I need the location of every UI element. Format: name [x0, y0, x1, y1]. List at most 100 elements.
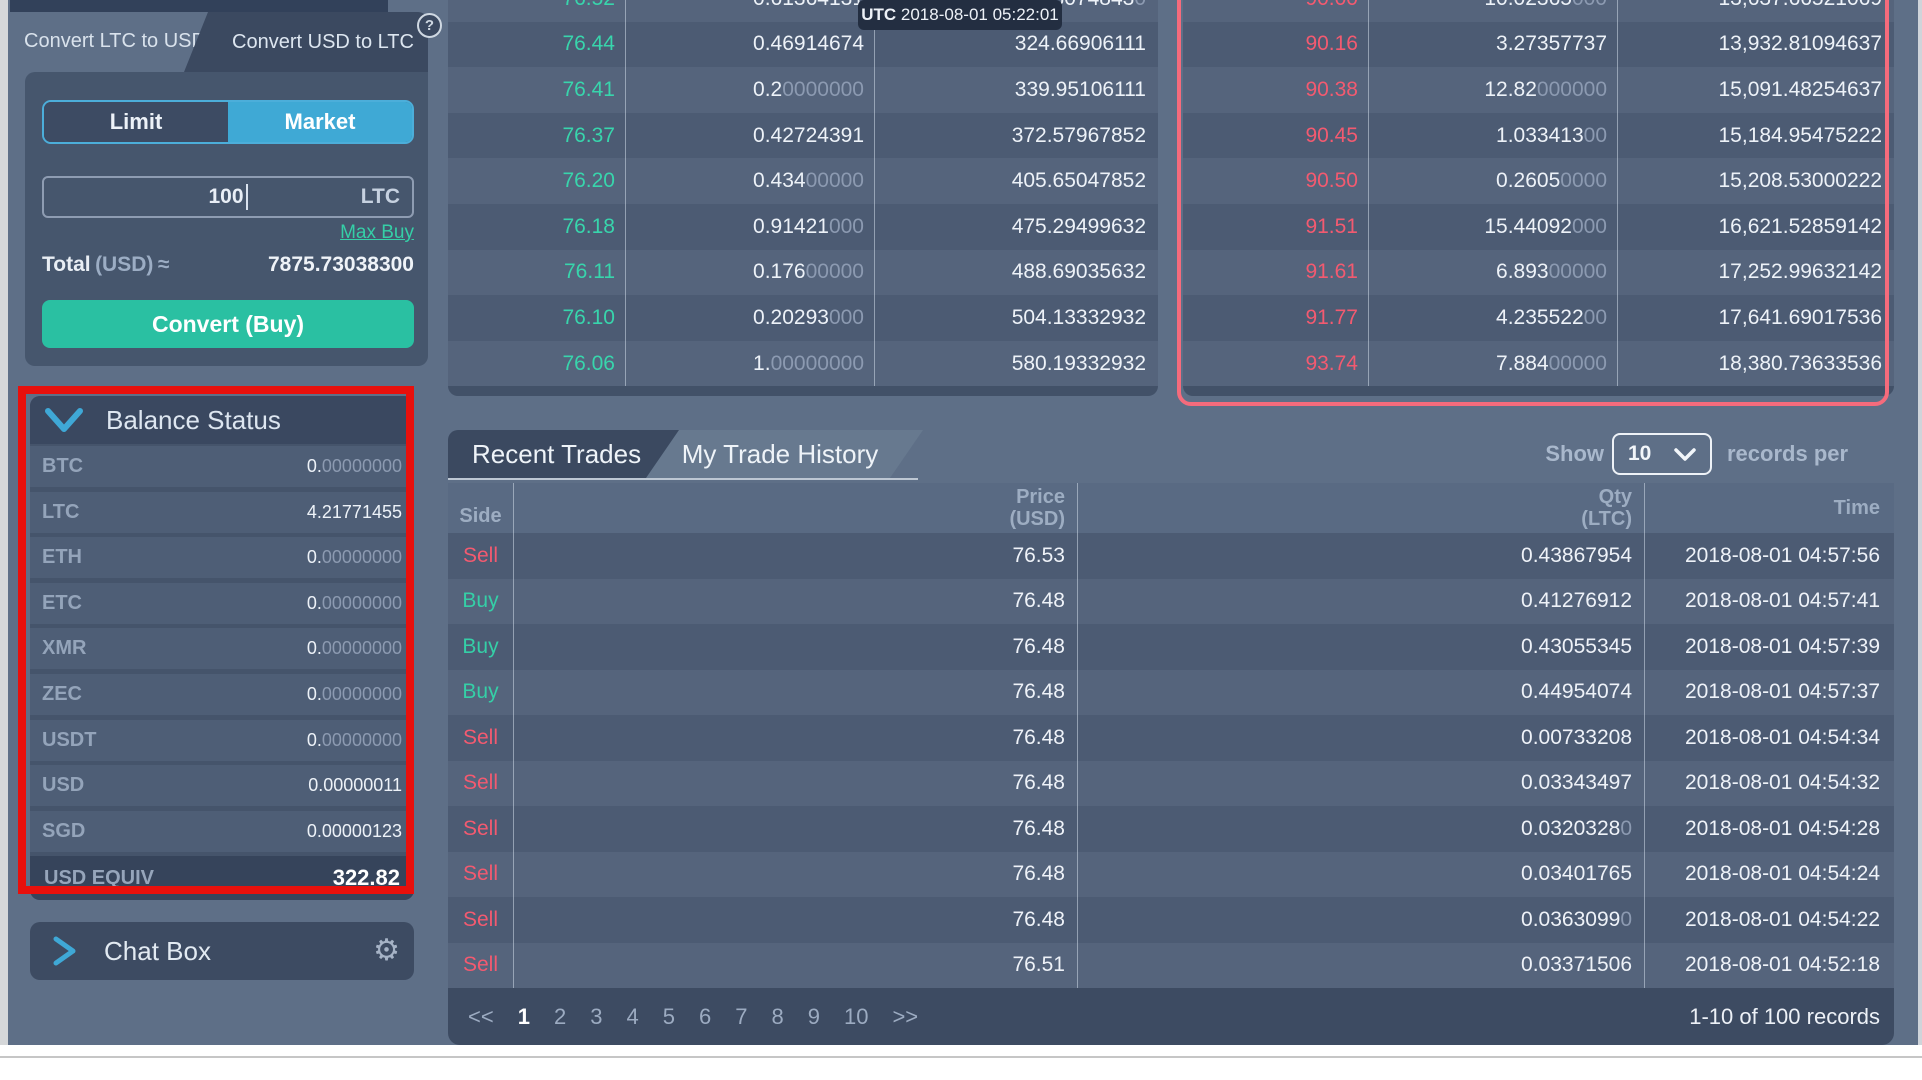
chat-box-title: Chat Box: [104, 935, 211, 966]
pagination-last[interactable]: >>: [892, 1003, 919, 1029]
order-book-row[interactable]: 76.18 0.91421 000 475.29499632: [448, 203, 1158, 250]
convert-buy-button[interactable]: Convert (Buy): [42, 300, 414, 348]
asks-panel-bottom: [1183, 386, 1894, 396]
pagination-page-4[interactable]: 4: [626, 1003, 639, 1029]
asset-balance: 0.00000000: [306, 456, 402, 476]
trade-time: 2018-08-01 04:52:18: [1685, 953, 1880, 977]
pagination-page-10[interactable]: 10: [843, 1003, 869, 1029]
order-total: 17,252.99632142: [1718, 260, 1883, 284]
tab-convert-ltc-to-usd[interactable]: Convert LTC to USD: [24, 30, 206, 52]
order-book-row[interactable]: 90.16 3.27357737 13,932.81094637: [1183, 21, 1894, 68]
order-book-row[interactable]: 76.20 0.434 00000 405.65047852: [448, 158, 1158, 204]
trade-price: 76.48: [514, 669, 1078, 715]
order-book-row[interactable]: 90.0010.0236500013,637.66521069: [1183, 0, 1894, 22]
order-total: 324.66906111: [1014, 32, 1146, 56]
limit-toggle-button[interactable]: Limit: [44, 102, 228, 142]
order-book-row[interactable]: 76.44 0.46914674 324.66906111: [448, 21, 1158, 68]
text-caret: [245, 184, 248, 210]
trade-side: Sell: [448, 942, 514, 988]
max-buy-link[interactable]: Max Buy: [340, 222, 414, 243]
order-total: 372.57967852: [1011, 123, 1146, 147]
total-value: 7875.73038300: [268, 253, 414, 276]
pagination-page-5[interactable]: 5: [662, 1003, 675, 1029]
balance-row: LTC 4.21771455: [30, 491, 414, 533]
amount-input[interactable]: 100 LTC: [42, 176, 414, 218]
usd-equiv-label: USD EQUIV: [44, 866, 155, 889]
right-gutter: [1918, 0, 1922, 1048]
order-qty: 12.82 000000: [1369, 67, 1618, 113]
order-book-row[interactable]: 91.61 6.893 00000 17,252.99632142: [1183, 249, 1894, 296]
asset-label: USDT: [42, 728, 97, 751]
trade-qty: 0.44954074: [1078, 669, 1645, 715]
trade-row: Sell 76.48 0.00733208 2018-08-01 04:54:34: [448, 715, 1894, 761]
order-qty: 1. 00000000: [626, 340, 875, 387]
trade-time: 2018-08-01 04:57:37: [1685, 680, 1880, 704]
market-toggle-button[interactable]: Market: [228, 102, 412, 142]
order-qty: 6.893 00000: [1369, 249, 1618, 296]
order-book-bids: 76.520.61364131288.80748430 76.440.46914…: [448, 0, 1158, 387]
help-icon[interactable]: ?: [417, 13, 442, 38]
tab-recent-trades-bg[interactable]: [448, 430, 679, 478]
pagination-page-3[interactable]: 3: [590, 1003, 603, 1029]
order-book-row[interactable]: 91.77 4.235522 00 17,641.69017536: [1183, 295, 1894, 341]
trade-side: Sell: [448, 806, 514, 852]
records-summary: 1-10 of 100 records: [1689, 1003, 1880, 1029]
pagination-page-6[interactable]: 6: [698, 1003, 712, 1029]
tab-recent-trades[interactable]: Recent Trades: [472, 439, 642, 469]
pagination-page-1[interactable]: 1: [517, 1003, 530, 1029]
col-header-time: Time: [1833, 497, 1880, 519]
trade-time: 2018-08-01 04:57:56: [1685, 543, 1880, 567]
chevron-down-icon: [45, 408, 83, 432]
order-book-row[interactable]: 76.11 0.176 00000 488.69035632: [448, 249, 1158, 296]
balance-header[interactable]: Balance Status: [30, 396, 414, 444]
order-book-row[interactable]: 76.06 1. 00000000 580.19332932: [448, 340, 1158, 387]
order-price: 76.06: [448, 340, 626, 387]
col-header-price: Price (USD): [514, 483, 1078, 533]
order-total: 580.19332932: [1011, 351, 1146, 375]
amount-value: 100: [208, 185, 244, 208]
order-price: 76.20: [448, 158, 626, 204]
order-qty: 0.46914674: [626, 21, 875, 68]
usd-equiv-value: 322.82: [332, 865, 400, 890]
order-total: 488.69035632: [1011, 260, 1146, 284]
asset-balance: 0.00000000: [306, 684, 402, 704]
order-book-row[interactable]: 76.41 0.2 0000000 339.95106111: [448, 67, 1158, 113]
order-book-row[interactable]: 76.37 0.42724391 372.57967852: [448, 112, 1158, 159]
order-total: 405.65047852: [1011, 169, 1146, 193]
balance-row: BTC 0.00000000: [30, 446, 414, 487]
trade-row: Sell 76.48 0.03343497 2018-08-01 04:54:32: [448, 760, 1894, 806]
balance-row: USDT 0.00000000: [30, 719, 414, 761]
utc-time-tooltip: UTC 2018-08-01 05:22:01: [858, 0, 1062, 30]
trade-side: Buy: [448, 669, 514, 715]
order-qty: 0.91421 000: [626, 203, 875, 250]
order-book-row[interactable]: 90.38 12.82 000000 15,091.48254637: [1183, 67, 1894, 113]
order-book-row[interactable]: 91.51 15.44092 000 16,621.52859142: [1183, 203, 1894, 250]
order-book-row[interactable]: 76.10 0.20293 000 504.13332932: [448, 295, 1158, 341]
order-total: 15,184.95475222: [1718, 123, 1883, 147]
pagination-page-2[interactable]: 2: [553, 1003, 567, 1029]
trade-price: 76.48: [514, 715, 1078, 761]
chat-box-panel[interactable]: Chat Box ⚙: [30, 922, 414, 980]
order-qty: 3.27357737: [1369, 21, 1618, 68]
trade-price: 76.51: [514, 942, 1078, 988]
pagination-page-7[interactable]: 7: [735, 1003, 748, 1029]
order-book-row[interactable]: 90.50 0.2605 0000 15,208.53000222: [1183, 158, 1894, 204]
page-size-dropdown[interactable]: 10: [1612, 433, 1712, 475]
tab-my-trade-history[interactable]: My Trade History: [681, 439, 879, 469]
order-qty: 0.2 0000000: [626, 67, 875, 113]
balance-row: XMR 0.00000000: [30, 628, 414, 670]
tab-convert-usd-to-ltc[interactable]: Convert USD to LTC: [232, 31, 414, 53]
order-book-row[interactable]: 93.74 7.884 00000 18,380.73633536: [1183, 340, 1894, 387]
gear-icon[interactable]: ⚙: [373, 933, 400, 968]
tab-convert-usd-to-ltc-bg[interactable]: [184, 12, 428, 72]
order-price: 90.38: [1183, 67, 1369, 113]
pagination-first[interactable]: <<: [468, 1003, 494, 1029]
trade-side: Buy: [448, 624, 514, 670]
trade-row: Buy 76.48 0.44954074 2018-08-01 04:57:37: [448, 669, 1894, 715]
asset-label: ETC: [42, 591, 82, 614]
pagination-page-8[interactable]: 8: [771, 1003, 784, 1029]
tabs-underline: [448, 478, 918, 480]
order-book-row[interactable]: 90.45 1.033413 00 15,184.95475222: [1183, 112, 1894, 159]
trade-qty: 0.43055345: [1078, 624, 1645, 670]
pagination-page-9[interactable]: 9: [807, 1003, 820, 1029]
